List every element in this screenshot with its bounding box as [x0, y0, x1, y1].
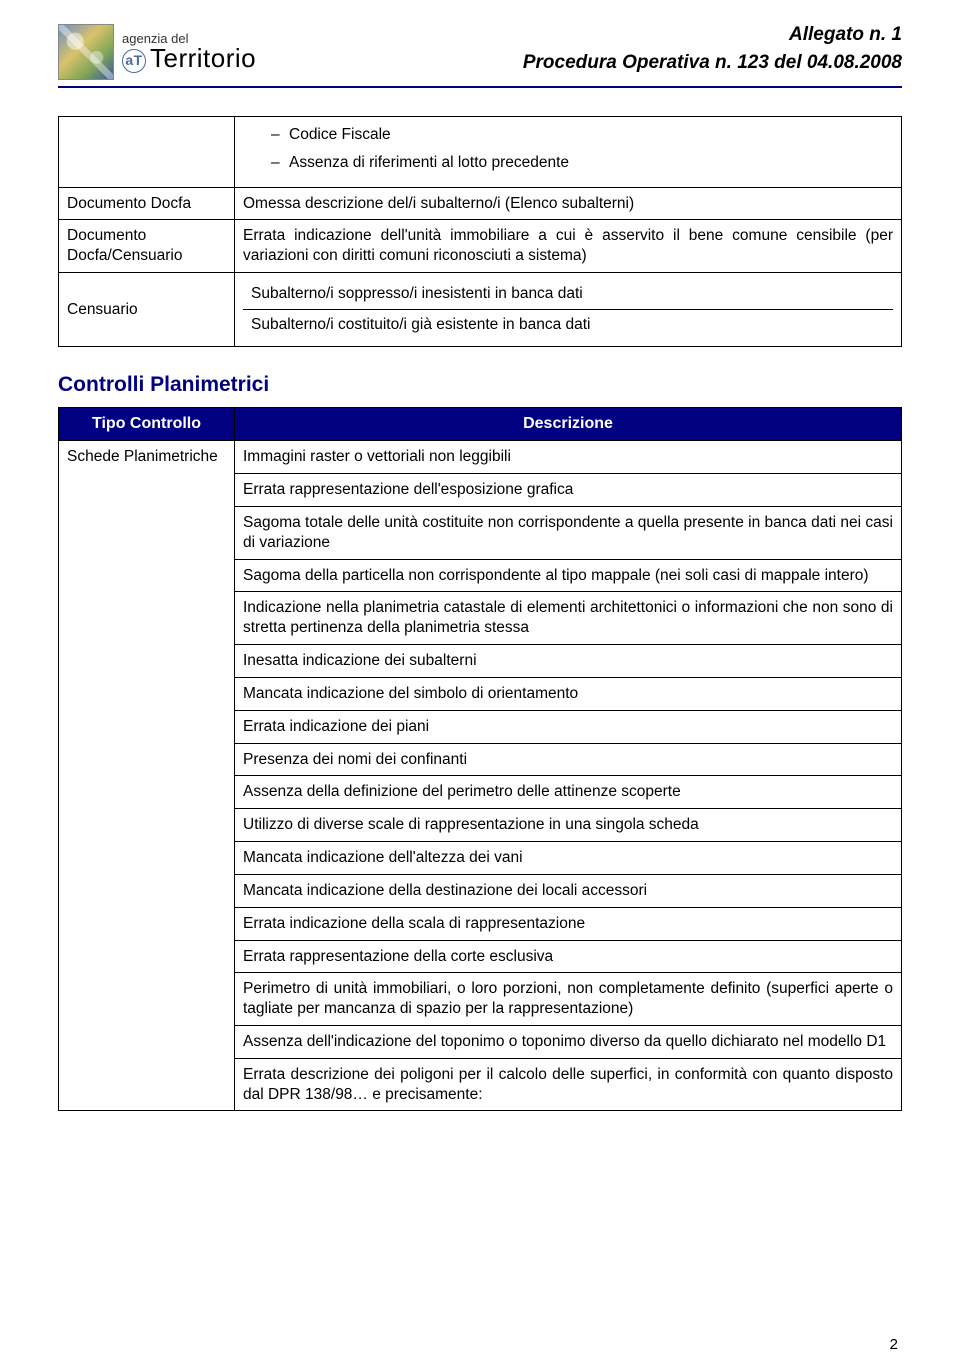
table-row: Documento Docfa/Censuario Errata indicaz…	[59, 220, 902, 273]
t2-row: Perimetro di unità immobiliari, o loro p…	[235, 973, 902, 1026]
list-item: Codice Fiscale	[271, 125, 893, 145]
t2-header-left: Tipo Controllo	[59, 407, 235, 440]
page-number: 2	[890, 1336, 898, 1353]
t2-row: Immagini raster o vettoriali non leggibi…	[235, 441, 902, 474]
logo-at-icon: aT	[122, 49, 146, 73]
agency-name-bottom: aTTerritorio	[122, 45, 256, 73]
table-row: Schede Planimetriche Immagini raster o v…	[59, 441, 902, 474]
logo-text: agenzia del aTTerritorio	[122, 32, 256, 73]
t1-r1-label	[59, 117, 235, 188]
table-header-row: Tipo Controllo Descrizione	[59, 407, 902, 440]
procedura-label: Procedura Operativa n. 123 del 04.08.200…	[523, 52, 902, 74]
t1-r2-content: Omessa descrizione del/i subalterno/i (E…	[235, 187, 902, 220]
table-1: Codice Fiscale Assenza di riferimenti al…	[58, 116, 902, 347]
t1-r4-line1: Subalterno/i soppresso/i inesistenti in …	[243, 279, 893, 309]
table-2: Tipo Controllo Descrizione Schede Planim…	[58, 407, 902, 1112]
t2-row: Utilizzo di diverse scale di rappresenta…	[235, 809, 902, 842]
page-header: agenzia del aTTerritorio Allegato n. 1 P…	[58, 24, 902, 88]
t2-row: Mancata indicazione della destinazione d…	[235, 874, 902, 907]
t2-row: Mancata indicazione dell'altezza dei van…	[235, 842, 902, 875]
t1-r3-label: Documento Docfa/Censuario	[59, 220, 235, 273]
t2-row: Errata descrizione dei poligoni per il c…	[235, 1058, 902, 1111]
section-title-planimetrici: Controlli Planimetrici	[58, 373, 902, 397]
t2-header-right: Descrizione	[235, 407, 902, 440]
t1-r4-label: Censuario	[59, 273, 235, 347]
t1-r1-content: Codice Fiscale Assenza di riferimenti al…	[235, 117, 902, 188]
table-row: Codice Fiscale Assenza di riferimenti al…	[59, 117, 902, 188]
t2-row: Sagoma della particella non corrisponden…	[235, 559, 902, 592]
t2-row: Mancata indicazione del simbolo di orien…	[235, 677, 902, 710]
table-row: Documento Docfa Omessa descrizione del/i…	[59, 187, 902, 220]
header-right: Allegato n. 1 Procedura Operativa n. 123…	[523, 24, 902, 74]
logo-image	[58, 24, 114, 80]
t1-r4-line2: Subalterno/i costituito/i già esistente …	[243, 309, 893, 340]
t2-row: Presenza dei nomi dei confinanti	[235, 743, 902, 776]
list-item: Assenza di riferimenti al lotto preceden…	[271, 153, 893, 173]
table-row: Censuario Subalterno/i soppresso/i inesi…	[59, 273, 902, 347]
t1-r3-content: Errata indicazione dell'unità immobiliar…	[235, 220, 902, 273]
t2-row: Sagoma totale delle unità costituite non…	[235, 506, 902, 559]
agency-name-bottom-text: Territorio	[150, 43, 256, 73]
t2-row: Assenza dell'indicazione del toponimo o …	[235, 1026, 902, 1059]
t2-row: Errata indicazione della scala di rappre…	[235, 907, 902, 940]
t2-row: Assenza della definizione del perimetro …	[235, 776, 902, 809]
page: agenzia del aTTerritorio Allegato n. 1 P…	[0, 0, 960, 1369]
t2-row: Errata indicazione dei piani	[235, 710, 902, 743]
t1-r4-content: Subalterno/i soppresso/i inesistenti in …	[235, 273, 902, 347]
allegato-label: Allegato n. 1	[523, 24, 902, 46]
t2-left-label: Schede Planimetriche	[59, 441, 235, 1111]
t1-r2-label: Documento Docfa	[59, 187, 235, 220]
t2-row: Errata rappresentazione della corte escl…	[235, 940, 902, 973]
t2-row: Indicazione nella planimetria catastale …	[235, 592, 902, 645]
t2-row: Inesatta indicazione dei subalterni	[235, 645, 902, 678]
t2-row: Errata rappresentazione dell'esposizione…	[235, 474, 902, 507]
bullet-list: Codice Fiscale Assenza di riferimenti al…	[243, 125, 893, 173]
logo-block: agenzia del aTTerritorio	[58, 24, 256, 80]
